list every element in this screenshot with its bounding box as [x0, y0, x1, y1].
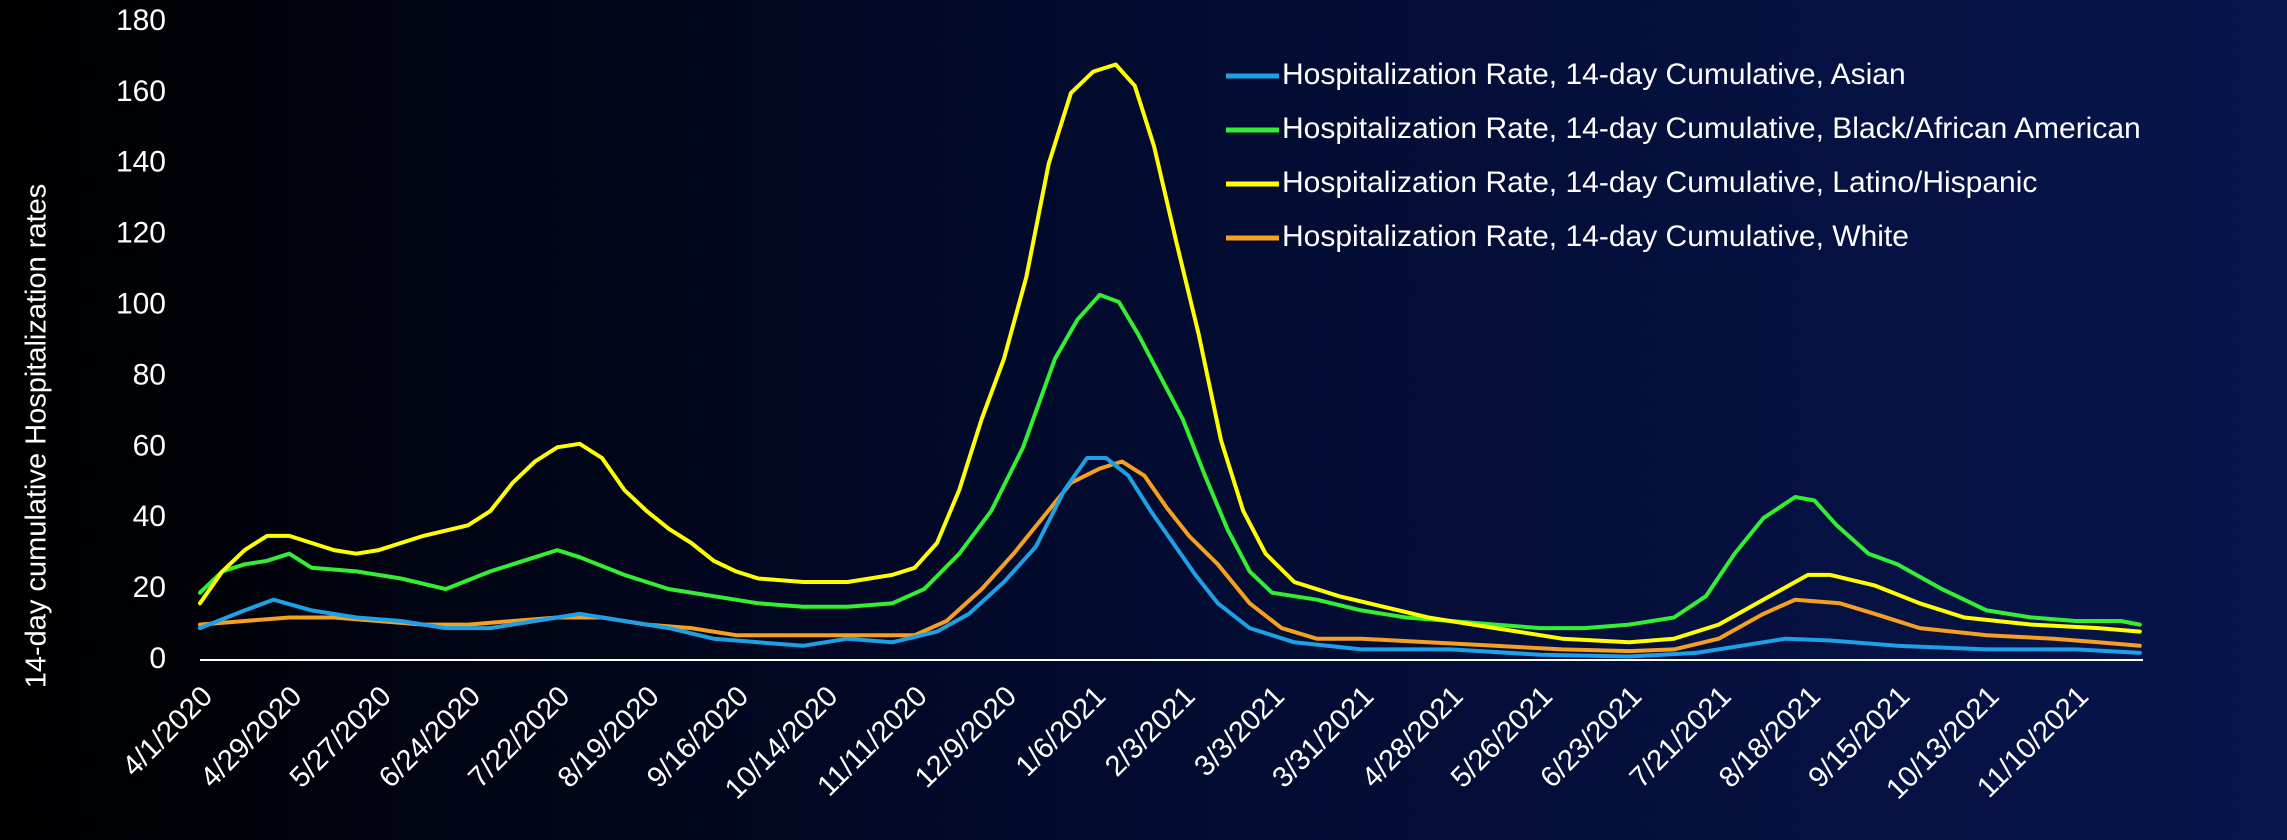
y-tick-label: 120 — [116, 217, 166, 250]
legend-label: Hospitalization Rate, 14-day Cumulative,… — [1282, 112, 2141, 145]
series-line-1 — [198, 292, 2142, 631]
series-line-0 — [198, 456, 2142, 659]
y-tick-label: 80 — [133, 358, 166, 391]
y-tick-label: 0 — [149, 642, 166, 675]
y-tick-label: 40 — [133, 500, 166, 533]
legend: Hospitalization Rate, 14-day Cumulative,… — [1226, 58, 2141, 253]
x-tick-label: 1/6/2021 — [1010, 680, 1112, 782]
y-tick-label: 160 — [116, 75, 166, 108]
x-tick-label: 2/3/2021 — [1099, 680, 1201, 782]
y-tick-label: 20 — [133, 571, 166, 604]
legend-label: Hospitalization Rate, 14-day Cumulative,… — [1282, 166, 2037, 199]
y-tick-label: 140 — [116, 146, 166, 179]
legend-label: Hospitalization Rate, 14-day Cumulative,… — [1282, 220, 1909, 253]
legend-label: Hospitalization Rate, 14-day Cumulative,… — [1282, 58, 1906, 91]
y-tick-label: 100 — [116, 287, 166, 320]
y-axis-title: 14-day cumulative Hospitalization rates — [21, 184, 53, 689]
y-tick-label: 60 — [133, 429, 166, 462]
series-line-2 — [198, 62, 2142, 645]
series-line-3 — [198, 459, 2142, 654]
y-tick-label: 180 — [116, 4, 166, 37]
